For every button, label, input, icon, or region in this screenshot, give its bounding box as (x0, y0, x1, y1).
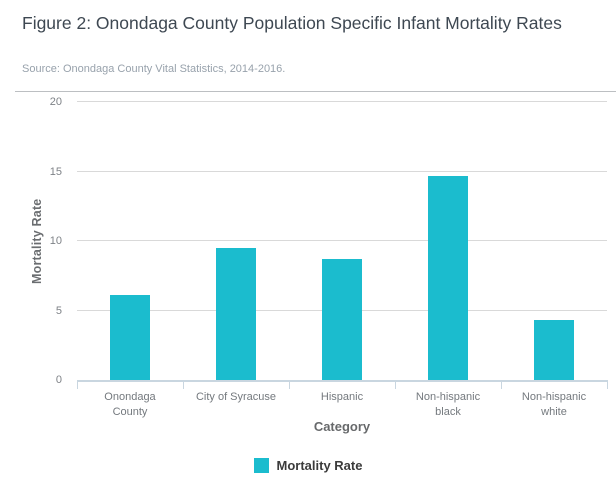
bars (77, 102, 607, 380)
y-axis-tick-label: 0 (55, 374, 62, 386)
gridline (77, 101, 607, 102)
y-axis-tick-label: 15 (49, 165, 62, 178)
bar-slot (77, 102, 183, 380)
bar-onondaga-county[interactable] (110, 295, 150, 380)
gridline (77, 240, 607, 241)
x-axis-tick (395, 380, 396, 389)
x-axis-tick (501, 380, 502, 389)
bar-non-hispanic-white[interactable] (534, 320, 574, 380)
bar-slot (289, 102, 395, 380)
bar-slot (395, 102, 501, 380)
x-axis-labels: Onondaga County City of Syracuse Hispanic N… (77, 390, 607, 420)
x-axis-category-label: Non-hispanic black (415, 391, 481, 418)
bar-non-hispanic-black[interactable] (428, 175, 468, 380)
x-axis-category-label: City of Syracuse (195, 391, 277, 403)
bar-slot (183, 102, 289, 380)
gridline (77, 170, 607, 172)
x-axis-tick (289, 380, 290, 389)
bar-chart: Mortality Rate 0 5 10 15 20 Onondaga County C… (0, 92, 616, 484)
header-divider (15, 91, 616, 92)
bar-city-of-syracuse[interactable] (216, 247, 256, 380)
figure-title: Figure 2: Onondaga County Population Spe… (22, 13, 562, 33)
plot-area (77, 101, 607, 382)
x-axis-category-label: Non-hispanic white (521, 391, 587, 418)
y-axis-tick-label: 10 (49, 235, 62, 247)
bar-hispanic[interactable] (322, 259, 362, 380)
x-axis-tick (77, 380, 78, 389)
legend-item[interactable]: Mortality Rate (253, 458, 363, 473)
x-axis-tick (607, 380, 608, 389)
x-axis-category-label: Onondaga County (104, 391, 156, 418)
y-axis-tick-labels: 0 5 10 15 20 (0, 96, 62, 386)
legend: Mortality Rate (0, 458, 616, 473)
x-axis-title: Category (313, 419, 371, 434)
x-axis-tick (183, 380, 184, 389)
figure-source: Source: Onondaga County Vital Statistics… (22, 63, 286, 75)
y-axis-tick-label: 5 (55, 304, 62, 317)
bar-slot (501, 102, 607, 380)
legend-label: Mortality Rate (276, 458, 363, 473)
x-axis-category-label: Hispanic (320, 391, 364, 403)
y-axis-tick-label: 20 (49, 96, 62, 108)
legend-swatch (253, 458, 269, 473)
